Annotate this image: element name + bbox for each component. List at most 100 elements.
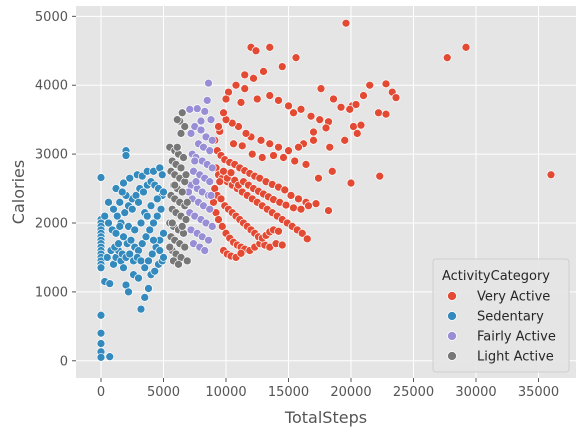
point-very-active — [297, 228, 307, 238]
point-sedentary — [125, 173, 135, 183]
point-sedentary — [156, 204, 166, 214]
point-fairly-active — [191, 177, 201, 187]
x-tick-label: 15000 — [268, 385, 309, 400]
point-very-active — [291, 53, 301, 63]
x-axis-ticks: 0 5000 10000 15000 20000 25000 30000 35000 — [97, 378, 559, 400]
point-very-active — [231, 80, 241, 90]
point-very-active — [316, 84, 326, 94]
point-fairly-active — [205, 177, 215, 187]
point-very-active — [365, 80, 375, 90]
point-very-active — [240, 70, 250, 80]
point-sedentary — [112, 211, 122, 221]
point-very-active — [240, 84, 250, 94]
legend-items: Very Active Sedentary Fairly Active Light A… — [447, 290, 556, 365]
point-fairly-active — [204, 78, 213, 88]
point-very-active — [356, 120, 366, 130]
point-fairly-active — [202, 96, 212, 105]
point-sedentary — [130, 225, 140, 235]
point-very-active — [236, 248, 246, 258]
point-very-active — [329, 94, 338, 104]
point-fairly-active — [185, 104, 195, 114]
point-fairly-active — [196, 125, 206, 135]
point-very-active — [265, 42, 275, 52]
point-sedentary — [149, 218, 158, 228]
point-very-active — [241, 129, 251, 138]
point-very-active — [341, 18, 351, 28]
point-very-active — [215, 177, 225, 187]
point-sedentary — [96, 328, 106, 338]
point-sedentary — [149, 235, 158, 245]
point-light-active — [180, 122, 190, 131]
point-light-active — [177, 187, 187, 197]
point-very-active — [214, 215, 223, 224]
point-sedentary — [100, 211, 110, 221]
point-sedentary — [126, 235, 136, 245]
legend-marker-light-active — [447, 351, 457, 361]
point-fairly-active — [192, 104, 202, 113]
y-tick-label: 5000 — [35, 10, 68, 25]
point-light-active — [165, 242, 175, 252]
point-sedentary — [157, 170, 167, 180]
point-very-active — [277, 62, 287, 71]
point-light-active — [180, 242, 190, 252]
point-very-active — [236, 98, 246, 107]
point-sedentary — [96, 310, 106, 320]
point-very-active — [359, 91, 368, 100]
legend-label-sedentary: Sedentary — [477, 310, 544, 325]
point-sedentary — [96, 263, 106, 273]
point-very-active — [352, 129, 362, 138]
point-very-active — [461, 42, 471, 52]
point-sedentary — [140, 293, 150, 302]
point-very-active — [546, 170, 556, 180]
point-very-active — [265, 91, 275, 100]
point-sedentary — [114, 239, 123, 249]
point-very-active — [286, 191, 296, 200]
point-very-active — [274, 142, 283, 152]
y-tick-label: 4000 — [35, 79, 68, 94]
point-sedentary — [147, 249, 157, 259]
point-very-active — [351, 100, 361, 109]
point-very-active — [237, 141, 247, 151]
y-tick-label: 2000 — [35, 217, 68, 232]
point-sedentary — [96, 173, 106, 182]
point-light-active — [172, 115, 182, 125]
point-sedentary — [134, 273, 143, 283]
point-very-active — [226, 168, 236, 178]
point-light-active — [179, 153, 188, 162]
point-very-active — [277, 240, 287, 250]
point-very-active — [301, 160, 311, 169]
legend-label-very-active: Very Active — [477, 290, 550, 305]
point-very-active — [309, 135, 318, 145]
point-very-active — [381, 79, 391, 89]
point-very-active — [217, 222, 227, 231]
y-axis-title: Calories — [9, 160, 28, 224]
point-fairly-active — [206, 115, 216, 125]
point-very-active — [251, 46, 261, 56]
point-very-active — [284, 146, 293, 156]
point-very-active — [336, 102, 346, 112]
point-very-active — [216, 194, 226, 204]
point-sedentary — [96, 339, 106, 348]
point-light-active — [174, 259, 183, 269]
point-sedentary — [152, 211, 162, 221]
point-very-active — [265, 139, 275, 149]
point-sedentary — [140, 263, 150, 273]
point-sedentary — [115, 222, 125, 231]
point-sedentary — [120, 208, 130, 218]
point-fairly-active — [207, 135, 217, 145]
x-axis-title: TotalSteps — [284, 408, 367, 427]
point-very-active — [381, 109, 391, 119]
point-very-active — [304, 201, 313, 211]
point-very-active — [442, 53, 452, 63]
point-light-active — [176, 129, 186, 138]
point-very-active — [280, 185, 290, 195]
point-light-active — [172, 142, 182, 152]
point-very-active — [340, 135, 350, 145]
point-sedentary — [119, 178, 128, 188]
point-sedentary — [159, 187, 168, 197]
data-points — [96, 18, 556, 362]
point-sedentary — [119, 232, 128, 242]
point-sedentary — [145, 225, 155, 235]
point-very-active — [346, 178, 356, 188]
point-very-active — [257, 153, 267, 162]
